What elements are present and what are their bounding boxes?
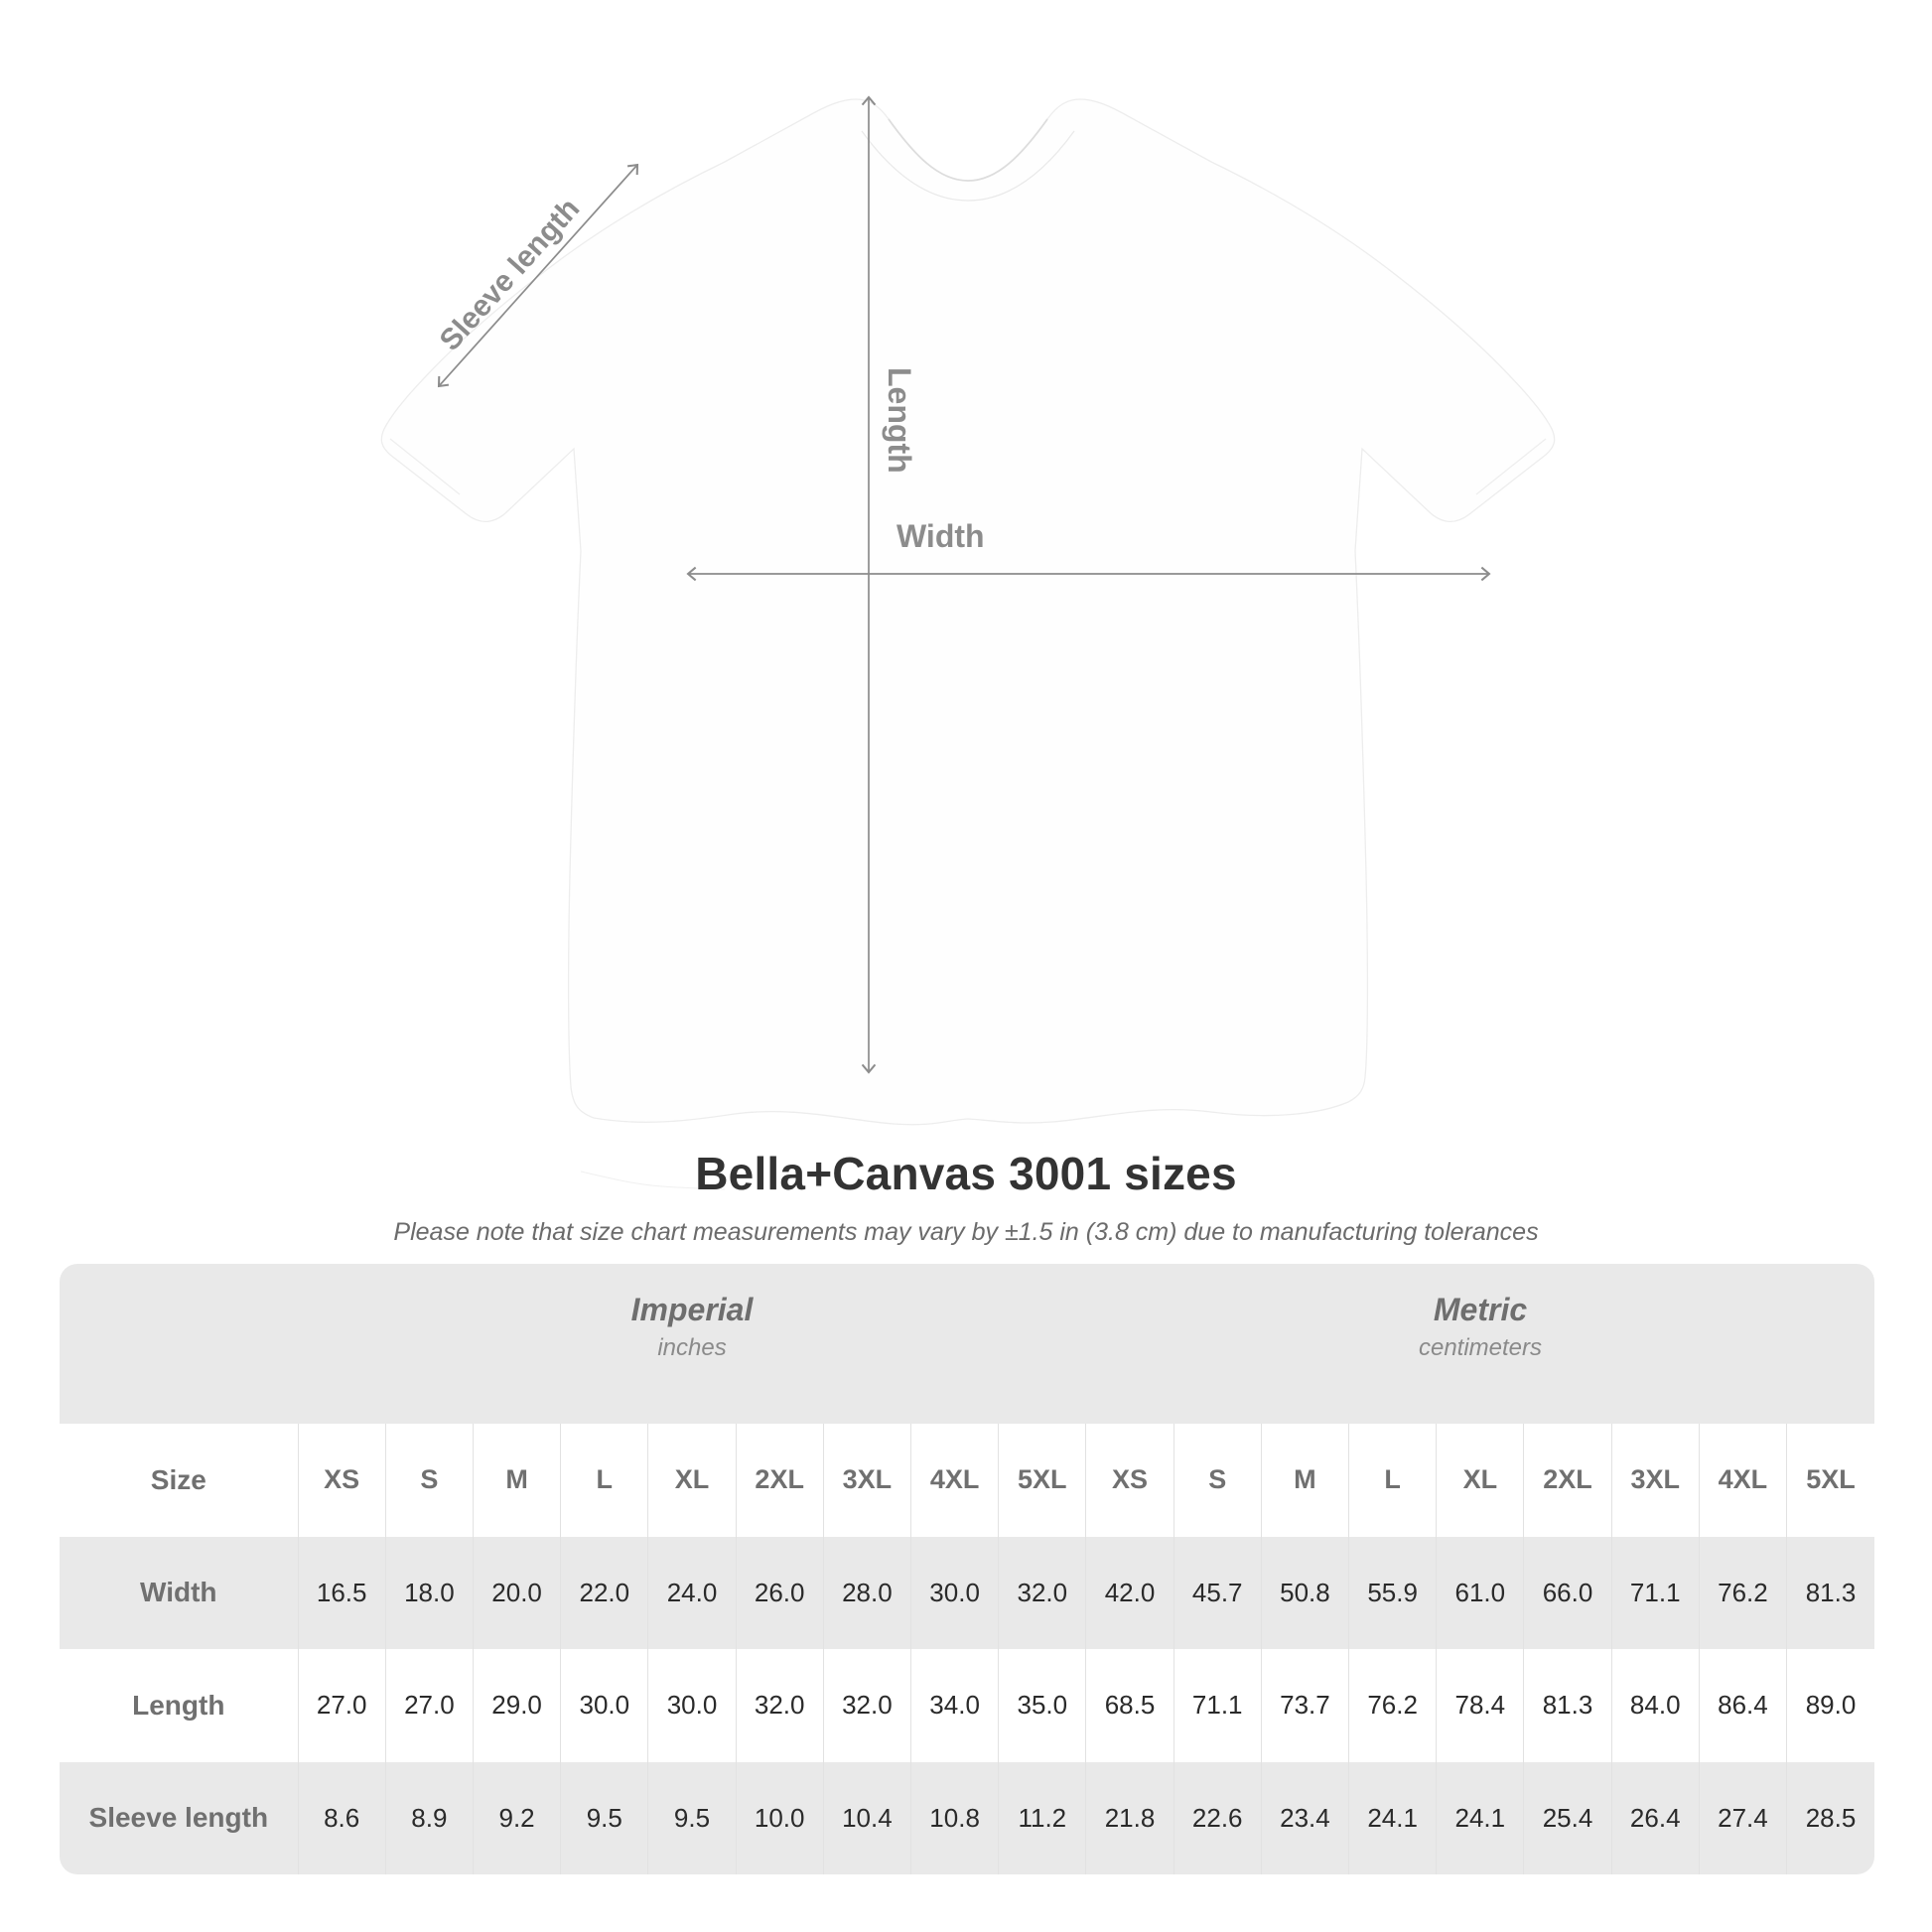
svg-text:Width: Width <box>897 518 985 554</box>
svg-text:Length: Length <box>882 367 917 474</box>
